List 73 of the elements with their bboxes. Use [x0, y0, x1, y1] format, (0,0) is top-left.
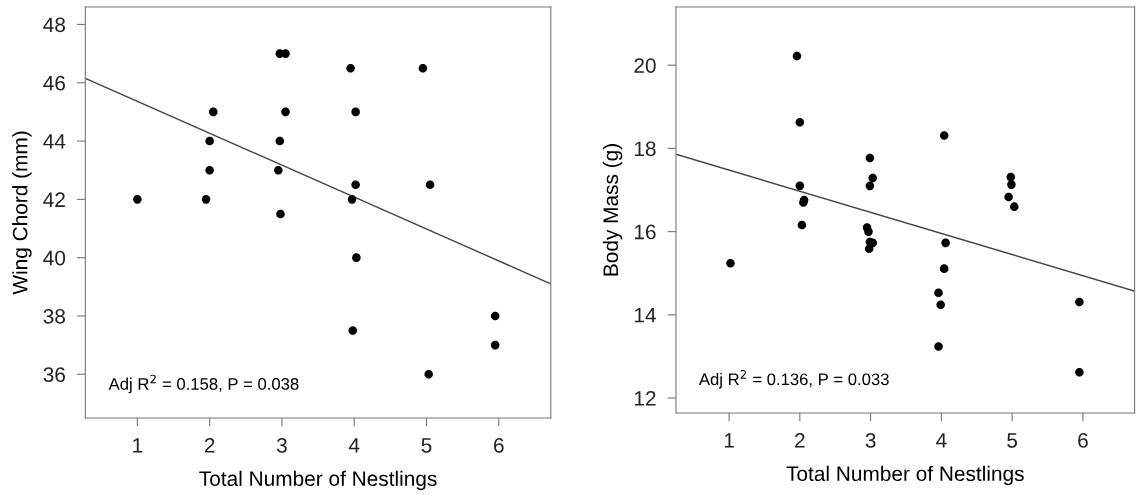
- x-axis-title: Total Number of Nestlings: [199, 470, 437, 491]
- point: [490, 340, 500, 350]
- point: [348, 326, 358, 335]
- y-axis-title: Body Mass (g): [602, 144, 623, 276]
- point: [1075, 297, 1084, 307]
- x-tick-label: 5: [421, 438, 432, 453]
- point: [133, 195, 142, 204]
- y-tick-label: 46: [43, 75, 65, 91]
- y-axis-title: Wing Chord (mm): [12, 131, 32, 295]
- annotation: Adj R$^{2}$ = 0.136, P = 0.033: [698, 369, 889, 389]
- point: [352, 253, 361, 262]
- y-tick-label: 16: [634, 224, 656, 240]
- point: [281, 107, 290, 117]
- point: [425, 180, 435, 190]
- point: [281, 49, 290, 58]
- x-tick-label: 4: [348, 438, 360, 453]
- y-tick-label: 38: [43, 308, 65, 324]
- y-tick-label: 36: [43, 367, 65, 383]
- point: [939, 131, 949, 140]
- point: [797, 220, 807, 230]
- y-tick-label: 12: [634, 391, 656, 406]
- y-tick-label: 44: [43, 134, 66, 149]
- annotation: Adj R$^{2}$ = 0.158, P = 0.038: [108, 374, 299, 394]
- point: [1007, 180, 1016, 189]
- point: [934, 288, 943, 298]
- y-tick-label: 48: [43, 17, 65, 33]
- point: [792, 51, 802, 61]
- point: [274, 165, 283, 175]
- point: [418, 63, 428, 73]
- point: [351, 107, 360, 117]
- point: [205, 136, 214, 146]
- x-tick-label: 4: [936, 433, 947, 448]
- x-tick-label: 1: [133, 438, 143, 453]
- point: [795, 117, 805, 127]
- point: [201, 195, 211, 204]
- point: [275, 136, 285, 146]
- point: [346, 63, 355, 73]
- x-tick-label: 6: [494, 437, 504, 453]
- x-axis-title: Total Number of Nestlings: [786, 465, 1024, 486]
- y-tick-label: 20: [634, 58, 656, 73]
- point: [424, 369, 433, 379]
- point: [865, 153, 875, 163]
- point: [1006, 172, 1016, 182]
- point: [726, 258, 735, 268]
- point: [864, 227, 873, 236]
- x-tick-label: 6: [1078, 433, 1088, 448]
- point: [351, 180, 360, 190]
- point: [795, 181, 805, 191]
- point: [865, 181, 875, 191]
- point: [490, 311, 500, 321]
- x-tick-label: 5: [1007, 433, 1018, 448]
- point: [1004, 192, 1013, 202]
- x-tick-label: 1: [724, 433, 734, 448]
- x-tick-label: 2: [204, 437, 215, 453]
- point: [347, 195, 357, 204]
- point: [941, 238, 950, 248]
- point: [939, 264, 949, 273]
- point: [208, 107, 218, 117]
- x-tick-label: 3: [865, 433, 876, 448]
- point: [1075, 367, 1084, 377]
- point: [276, 209, 285, 219]
- point: [864, 244, 874, 253]
- point: [868, 173, 877, 183]
- point: [205, 165, 214, 175]
- point: [934, 342, 943, 351]
- x-tick-label: 3: [276, 437, 287, 453]
- point: [1009, 202, 1019, 211]
- y-tick-label: 14: [634, 308, 656, 323]
- x-tick-label: 2: [795, 433, 805, 448]
- y-tick-label: 18: [634, 141, 656, 157]
- y-tick-label: 42: [43, 192, 65, 207]
- point: [936, 300, 945, 310]
- y-tick-label: 40: [43, 250, 66, 266]
